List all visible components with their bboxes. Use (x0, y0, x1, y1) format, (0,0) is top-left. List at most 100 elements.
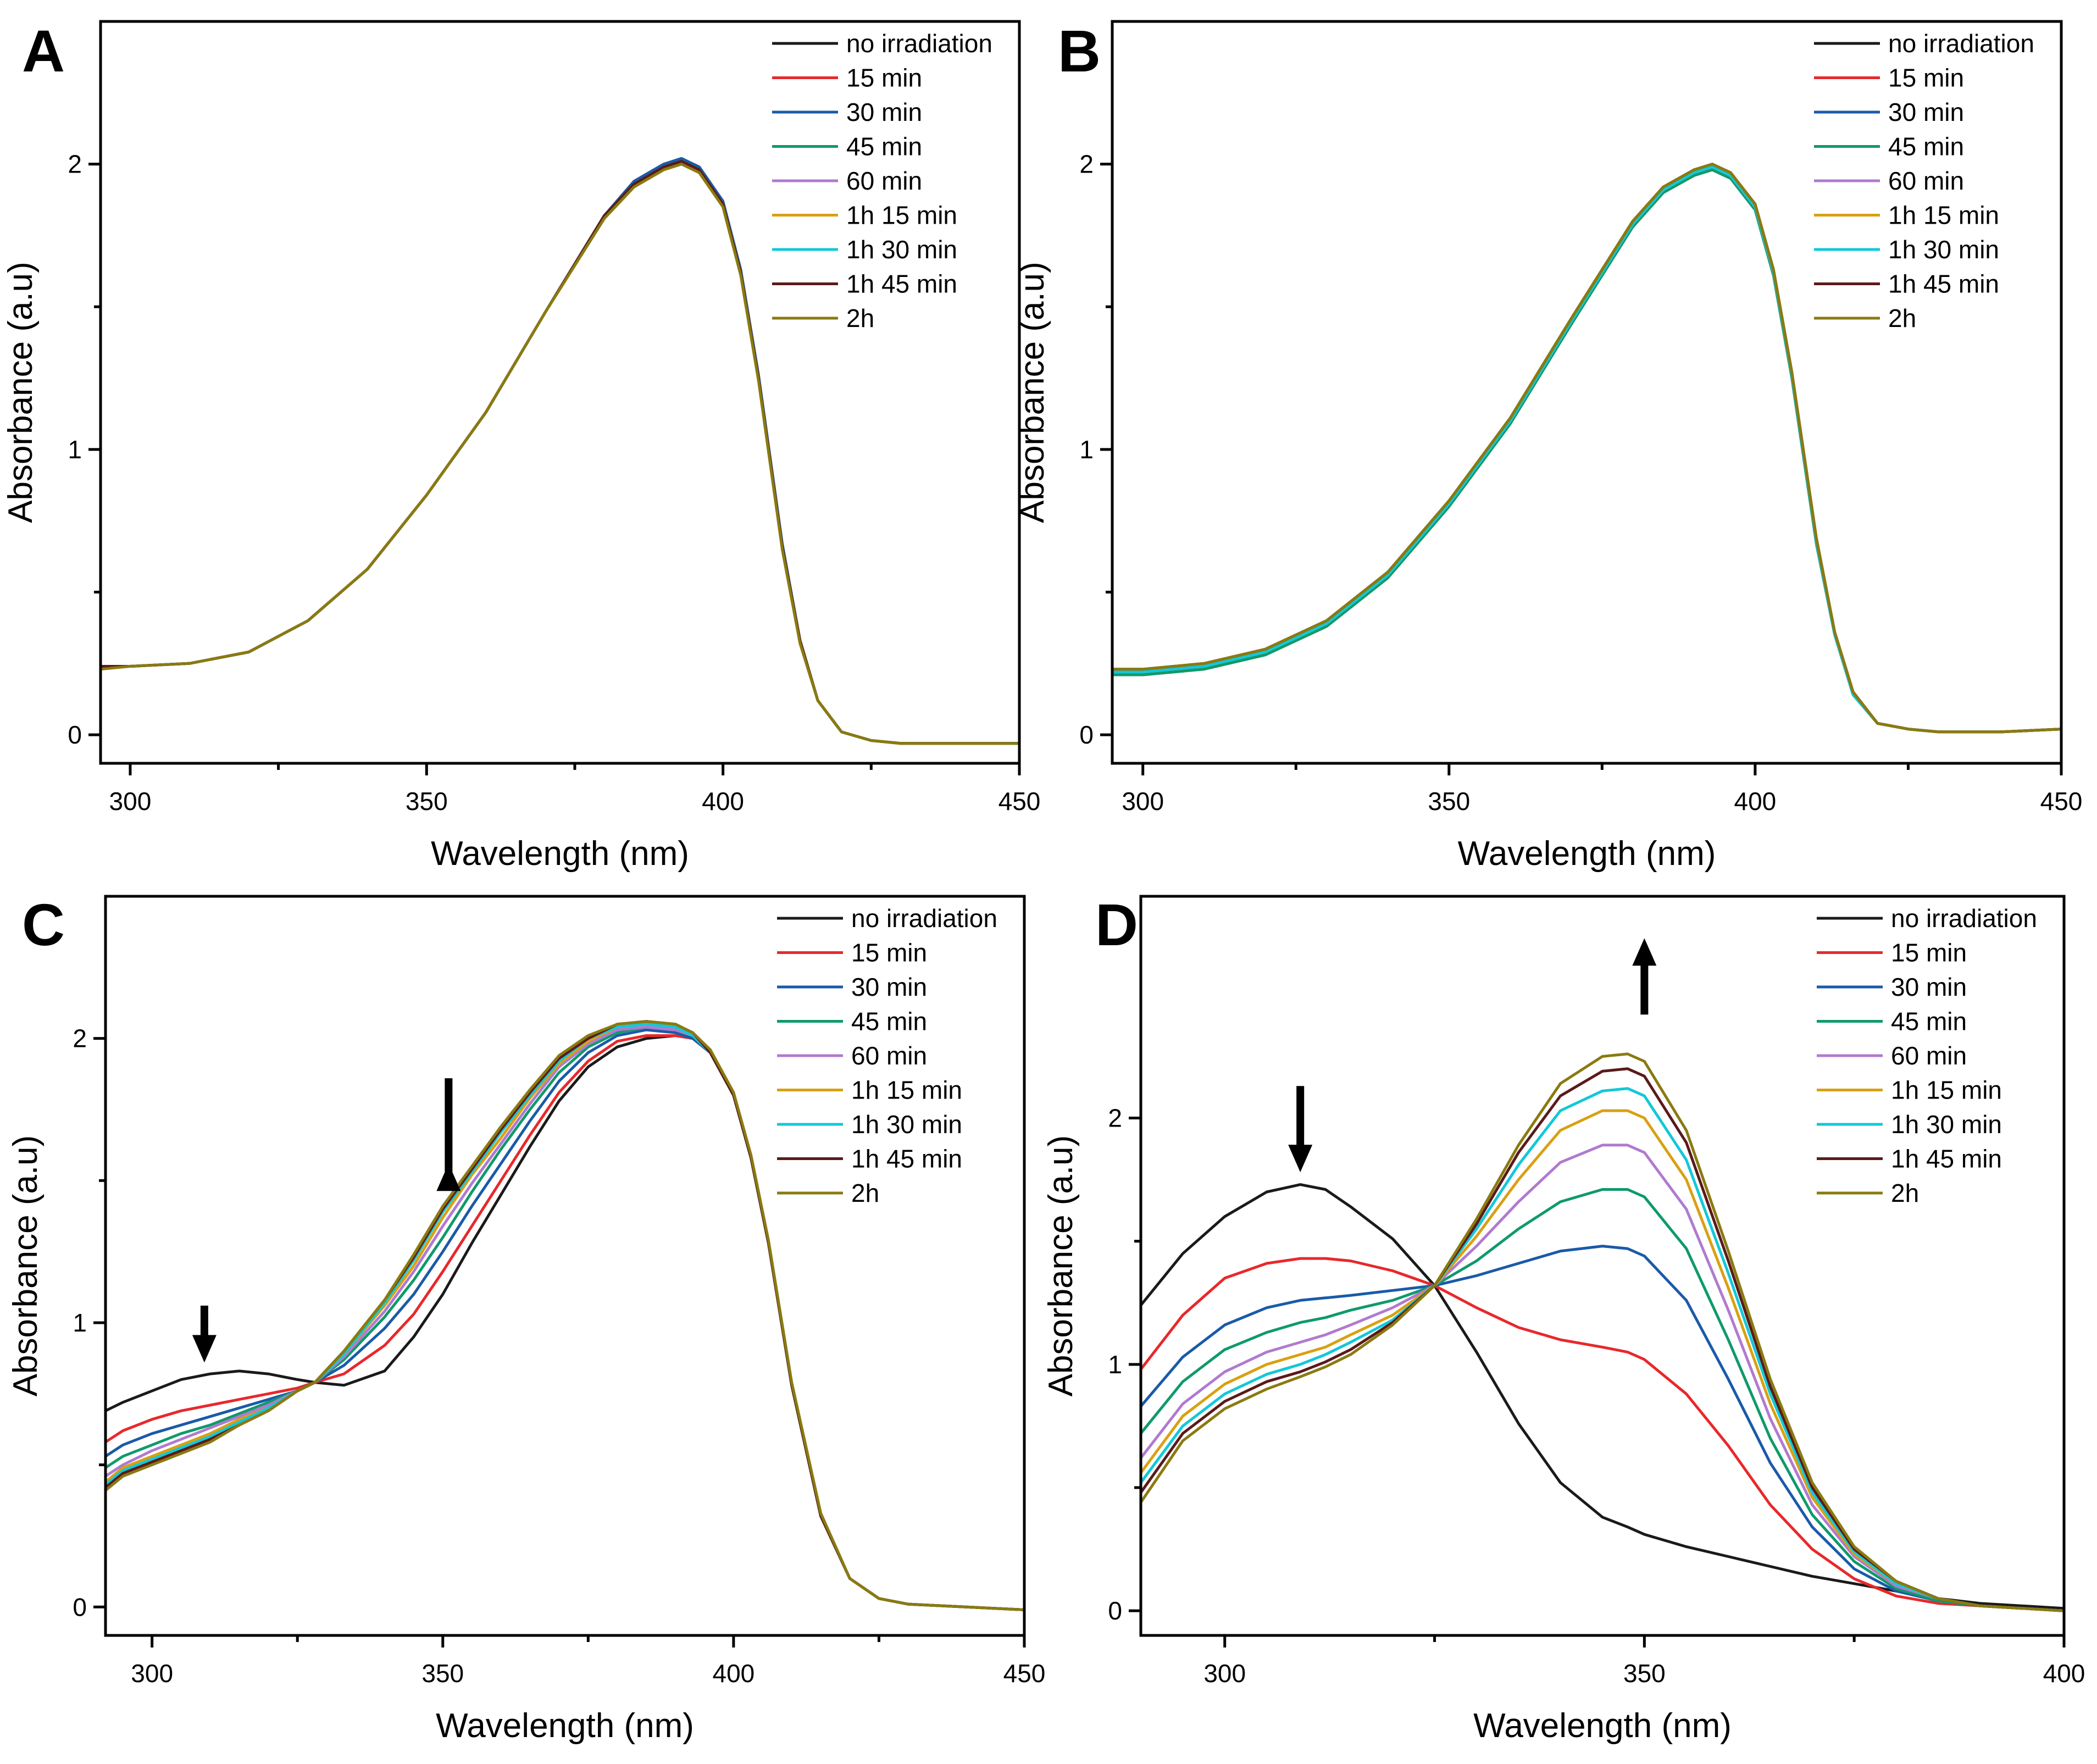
legend-label: 1h 30 min (851, 1110, 962, 1139)
x-axis-title: Wavelength (nm) (431, 835, 689, 873)
legend-label: 60 min (1891, 1041, 1967, 1070)
y-axis-title: Absorbance (a.u) (1042, 1135, 1080, 1397)
x-tick-label: 400 (1734, 787, 1777, 816)
x-tick-label: 300 (1203, 1659, 1246, 1688)
legend-label: 15 min (1888, 64, 1964, 92)
plot-frame (99, 20, 1021, 765)
arrow-up (436, 1078, 461, 1191)
arrow-down (192, 1305, 217, 1363)
series-group (106, 1020, 1024, 1611)
legend-label: 1h 45 min (1891, 1145, 2002, 1173)
legend-label: 15 min (1891, 939, 1967, 967)
legend: no irradiation 15 min 30 min 45 min 60 min 1h… (1817, 904, 2037, 1207)
legend-label: 1h 45 min (1888, 270, 1999, 298)
y-tick-label: 0 (73, 1593, 87, 1621)
legend-label: 60 min (846, 167, 922, 195)
legend-label: 60 min (851, 1041, 927, 1070)
panel-d: D 300 350 400 0 1 2 Wavelength (nm) Absorbance (… (1042, 891, 2085, 1745)
legend-label: 30 min (1888, 98, 1964, 126)
y-tick-label: 2 (1108, 1104, 1122, 1133)
legend-label: 2h (1888, 304, 1916, 332)
series-line-2 (1141, 1257, 2064, 1612)
x-tick-label: 450 (2040, 787, 2083, 816)
legend-label: 2h (851, 1179, 879, 1207)
x-axis-title: Wavelength (nm) (436, 1707, 694, 1745)
panel-c: C 300 350 400 450 0 1 2 Wavelength (nm) Absorbanc… (7, 891, 1045, 1745)
series-line-5 (1141, 1144, 2064, 1612)
y-tick-label: 2 (68, 150, 82, 179)
y-tick-label: 1 (1079, 435, 1094, 464)
legend-label: 1h 15 min (851, 1076, 962, 1105)
legend-label: 45 min (1891, 1007, 1967, 1036)
y-tick-label: 2 (1079, 150, 1094, 179)
legend-label: 1h 30 min (846, 235, 957, 264)
legend-label: no irradiation (851, 904, 997, 933)
x-tick-label: 400 (2043, 1659, 2085, 1688)
y-tick-label: 0 (1079, 720, 1094, 749)
legend: no irradiation 15 min 30 min 45 min 60 min 1h… (1814, 29, 2034, 332)
y-axis-title: Absorbance (a.u) (1013, 262, 1051, 523)
legend-label: 45 min (851, 1007, 927, 1036)
legend-label: 15 min (851, 939, 927, 967)
legend-label: 1h 15 min (1891, 1076, 2002, 1105)
panel-label: A (22, 18, 65, 84)
legend-label: 15 min (846, 64, 922, 92)
y-tick-label: 0 (1108, 1596, 1122, 1625)
x-tick-label: 300 (131, 1659, 173, 1688)
x-tick-label: 300 (1122, 787, 1164, 816)
plot-frame (1139, 895, 2066, 1637)
x-tick-label: 400 (702, 787, 744, 816)
panel-label: B (1058, 18, 1101, 84)
y-axis-title: Absorbance (a.u) (2, 262, 40, 523)
legend-label: 30 min (851, 973, 927, 1001)
plot-frame (104, 895, 1026, 1637)
x-tick-label: 450 (1003, 1659, 1046, 1688)
arrow-up (1632, 938, 1657, 1015)
x-axis-title: Wavelength (nm) (1473, 1707, 1732, 1745)
legend-label: 45 min (1888, 132, 1964, 161)
x-tick-label: 350 (406, 787, 448, 816)
legend-label: 1h 15 min (846, 201, 957, 230)
legend-label: no irradiation (1891, 904, 2037, 933)
legend-label: no irradiation (846, 29, 992, 58)
x-tick-label: 350 (1623, 1659, 1666, 1688)
legend-label: 45 min (846, 132, 922, 161)
y-tick-label: 1 (68, 435, 82, 464)
series-line-4 (1141, 1188, 2064, 1612)
legend-label: 30 min (1891, 973, 1967, 1001)
series-line-9 (101, 163, 1019, 745)
series-line-7 (1141, 1087, 2064, 1612)
arrow-down (1288, 1086, 1313, 1173)
plot-frame (1111, 20, 2063, 765)
legend-label: 1h 45 min (846, 270, 957, 298)
legend-label: 1h 30 min (1888, 235, 1999, 264)
series-group (1112, 163, 2061, 734)
legend-label: 1h 30 min (1891, 1110, 2002, 1139)
x-tick-label: 300 (109, 787, 152, 816)
series-line-3 (1141, 1245, 2064, 1612)
legend-label: 1h 45 min (851, 1145, 962, 1173)
legend-label: 1h 15 min (1888, 201, 1999, 230)
legend: no irradiation 15 min 30 min 45 min 60 min 1h… (772, 29, 992, 332)
y-tick-label: 0 (68, 720, 82, 749)
legend-label: 30 min (846, 98, 922, 126)
legend: no irradiation 15 min 30 min 45 min 60 min 1h… (777, 904, 997, 1207)
x-tick-label: 350 (421, 1659, 464, 1688)
legend-label: 2h (1891, 1179, 1919, 1207)
panel-label: C (22, 891, 65, 958)
y-tick-label: 1 (1108, 1350, 1122, 1379)
series-group (1141, 1052, 2064, 1612)
panel-b: B 300 350 400 450 0 1 2 Wavelength (nm) Absorbanc… (1013, 18, 2082, 873)
x-tick-label: 350 (1428, 787, 1470, 816)
y-tick-label: 2 (73, 1024, 87, 1053)
legend-label: 60 min (1888, 167, 1964, 195)
y-tick-label: 1 (73, 1308, 87, 1337)
legend-label: 2h (846, 304, 874, 332)
series-line-9 (1141, 1052, 2064, 1612)
y-axis-title: Absorbance (a.u) (7, 1135, 45, 1397)
panel-label: D (1095, 891, 1138, 958)
x-tick-label: 400 (713, 1659, 755, 1688)
x-axis-title: Wavelength (nm) (1458, 835, 1716, 873)
series-line-9 (1112, 163, 2061, 734)
